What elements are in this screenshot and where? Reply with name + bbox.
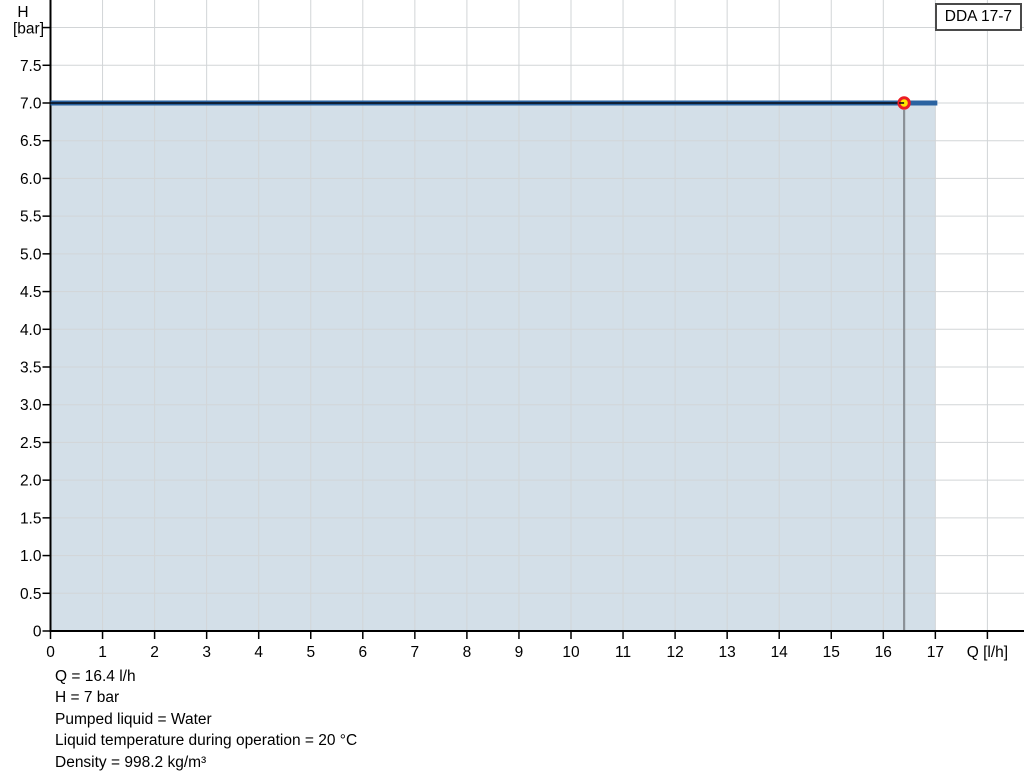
y-axis-unit-label: [bar] xyxy=(13,21,44,38)
svg-text:9: 9 xyxy=(515,644,524,661)
svg-text:7.0: 7.0 xyxy=(20,95,42,112)
svg-text:2.0: 2.0 xyxy=(20,473,42,490)
svg-text:3.0: 3.0 xyxy=(20,397,42,414)
pump-model-badge: DDA 17-7 xyxy=(934,3,1022,31)
footer-line-density: Density = 998.2 kg/m³ xyxy=(55,753,207,771)
svg-text:2.5: 2.5 xyxy=(20,435,42,452)
svg-text:7.5: 7.5 xyxy=(20,58,42,75)
footer-line-flow: Q = 16.4 l/h xyxy=(55,668,136,685)
svg-text:1.5: 1.5 xyxy=(20,510,42,527)
footer-line-head: H = 7 bar xyxy=(55,689,120,707)
footer-line-temperature: Liquid temperature during operation = 20… xyxy=(55,732,358,750)
svg-text:8: 8 xyxy=(463,644,472,661)
operating-conditions: Q = 16.4 l/h H = 7 bar Pumped liquid = W… xyxy=(55,666,357,773)
svg-text:7: 7 xyxy=(411,644,420,661)
svg-text:12: 12 xyxy=(666,644,683,661)
svg-text:11: 11 xyxy=(615,644,631,661)
svg-text:0: 0 xyxy=(33,624,42,641)
x-axis-ticks: 0 1 2 3 4 5 6 7 8 9 10 11 12 13 14 15 16 17 Q [l/h] xyxy=(46,632,1008,661)
svg-text:5: 5 xyxy=(306,644,315,661)
pump-performance-chart: 0 1 2 3 4 5 6 7 8 9 10 11 12 13 14 15 16 17 Q [l/h]00.51.0… xyxy=(13,0,1024,661)
svg-text:3.5: 3.5 xyxy=(20,359,42,376)
y-axis-ticks: 0 0.5 1.0 1.5 2.0 2.5 3.0 3.5 4.0 4.5 5.0 5.5 6.0 6.5… xyxy=(13,4,51,641)
footer-line-liquid: Pumped liquid = Water xyxy=(55,710,212,728)
svg-text:1: 1 xyxy=(98,644,107,661)
svg-text:3: 3 xyxy=(202,644,211,661)
y-axis-name-label: H xyxy=(17,4,28,21)
svg-text:4: 4 xyxy=(254,644,263,661)
svg-text:6.0: 6.0 xyxy=(20,171,42,188)
svg-text:0: 0 xyxy=(46,644,55,661)
x-axis-unit-label: Q [l/h] xyxy=(967,644,1008,661)
svg-text:0.5: 0.5 xyxy=(20,586,42,603)
svg-text:1.0: 1.0 xyxy=(20,548,42,565)
svg-text:6.5: 6.5 xyxy=(20,133,42,150)
svg-text:6: 6 xyxy=(358,644,367,661)
svg-text:5.0: 5.0 xyxy=(20,246,42,263)
operating-point-marker xyxy=(897,96,911,110)
svg-text:13: 13 xyxy=(719,644,736,661)
svg-text:2: 2 xyxy=(150,644,159,661)
svg-text:14: 14 xyxy=(771,644,789,661)
svg-text:16: 16 xyxy=(875,644,892,661)
svg-text:5.5: 5.5 xyxy=(20,209,42,226)
svg-text:15: 15 xyxy=(823,644,840,661)
svg-text:4.0: 4.0 xyxy=(20,322,42,339)
svg-text:4.5: 4.5 xyxy=(20,284,42,301)
svg-text:17: 17 xyxy=(927,644,944,661)
svg-text:10: 10 xyxy=(562,644,580,661)
